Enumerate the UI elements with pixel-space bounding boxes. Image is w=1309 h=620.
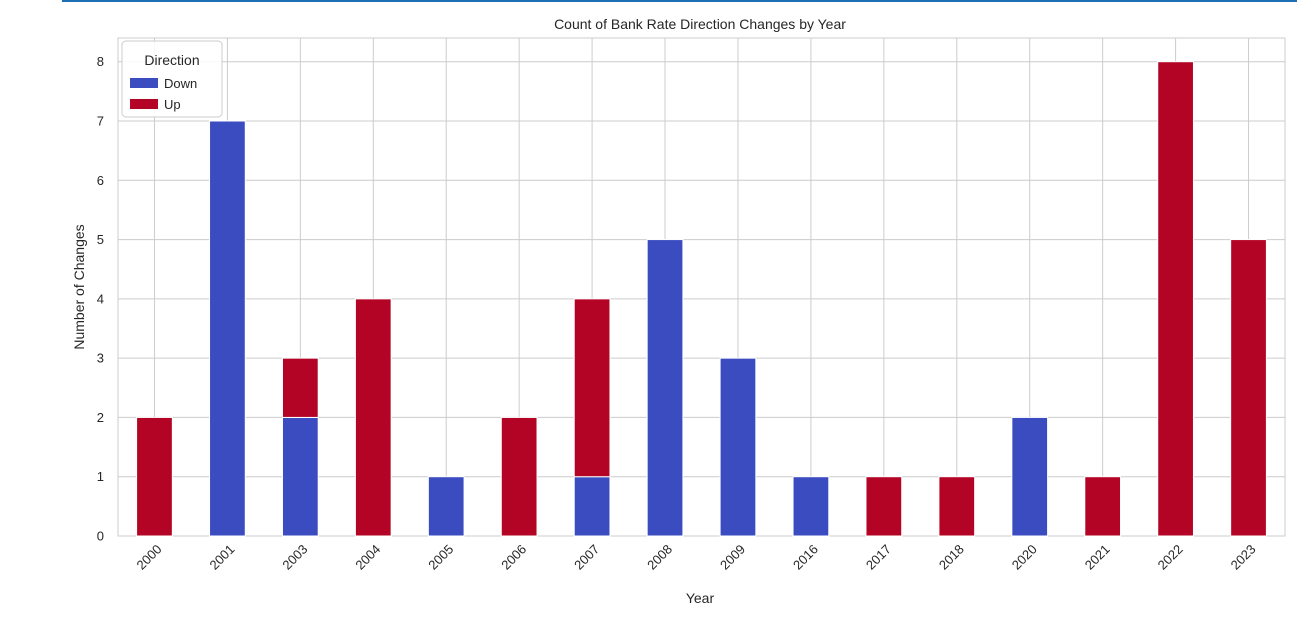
bar-up-2000 bbox=[136, 416, 173, 537]
x-tick-label: 2018 bbox=[936, 542, 967, 573]
x-tick-label: 2004 bbox=[352, 542, 383, 573]
x-tick-label: 2003 bbox=[279, 542, 310, 573]
x-tick-label: 2006 bbox=[498, 542, 529, 573]
y-tick-label: 8 bbox=[97, 54, 104, 69]
bar-down-2007 bbox=[573, 476, 611, 537]
top-border-line bbox=[62, 0, 1297, 2]
x-tick-labels: 2000 2001 2003 2004 2005 2006 2007 2008 2009 2016… bbox=[134, 542, 1259, 573]
y-tick-label: 1 bbox=[97, 469, 104, 484]
x-tick-label: 2020 bbox=[1009, 542, 1040, 573]
bar-up-2021 bbox=[1084, 476, 1122, 537]
legend-label-up: Up bbox=[164, 97, 181, 112]
x-tick-label: 2007 bbox=[571, 542, 602, 573]
legend-swatch-down bbox=[130, 78, 158, 88]
y-axis-label: Number of Changes bbox=[71, 224, 87, 349]
x-tick-label: 2005 bbox=[425, 542, 456, 573]
x-tick-label: 2016 bbox=[790, 542, 821, 573]
bars bbox=[136, 61, 1267, 537]
x-tick-label: 2023 bbox=[1228, 542, 1259, 573]
y-tick-label: 0 bbox=[97, 529, 104, 544]
bar-down-2009 bbox=[719, 357, 757, 537]
chart-title: Count of Bank Rate Direction Changes by … bbox=[554, 16, 846, 32]
y-tick-label: 5 bbox=[97, 232, 104, 247]
legend-title: Direction bbox=[144, 52, 199, 68]
legend-swatch-up bbox=[130, 99, 158, 109]
x-axis-label: Year bbox=[686, 590, 715, 606]
bar-up-2004 bbox=[354, 298, 392, 537]
bar-down-2003 bbox=[281, 416, 319, 537]
legend-label-down: Down bbox=[164, 76, 197, 91]
bar-down-2001 bbox=[209, 120, 246, 537]
legend-box bbox=[121, 40, 223, 118]
bar-up-2007 bbox=[573, 298, 611, 478]
x-tick-label: 2001 bbox=[206, 542, 237, 573]
bar-up-2003 bbox=[281, 357, 319, 418]
legend: Direction Down Up bbox=[121, 40, 223, 118]
x-tick-label: 2000 bbox=[134, 542, 165, 573]
y-tick-label: 2 bbox=[97, 410, 104, 425]
bar-up-2022 bbox=[1157, 61, 1194, 537]
bar-down-2008 bbox=[646, 239, 684, 537]
bar-up-2018 bbox=[938, 476, 976, 537]
bar-down-2016 bbox=[792, 476, 830, 537]
bar-down-2005 bbox=[427, 476, 465, 537]
y-tick-label: 7 bbox=[97, 114, 104, 129]
y-tick-label: 4 bbox=[97, 291, 104, 306]
x-tick-label: 2009 bbox=[717, 542, 748, 573]
y-tick-labels: 0 1 2 3 4 5 6 7 8 bbox=[97, 54, 104, 543]
y-tick-label: 3 bbox=[97, 351, 104, 366]
x-tick-label: 2008 bbox=[644, 542, 675, 573]
x-tick-label: 2017 bbox=[863, 542, 894, 573]
bar-down-2020 bbox=[1011, 416, 1049, 537]
x-tick-label: 2022 bbox=[1155, 542, 1186, 573]
bar-up-2006 bbox=[500, 416, 538, 537]
x-tick-label: 2021 bbox=[1082, 542, 1113, 573]
bar-up-2023 bbox=[1230, 239, 1267, 537]
bar-up-2017 bbox=[865, 476, 903, 537]
y-tick-label: 6 bbox=[97, 173, 104, 188]
